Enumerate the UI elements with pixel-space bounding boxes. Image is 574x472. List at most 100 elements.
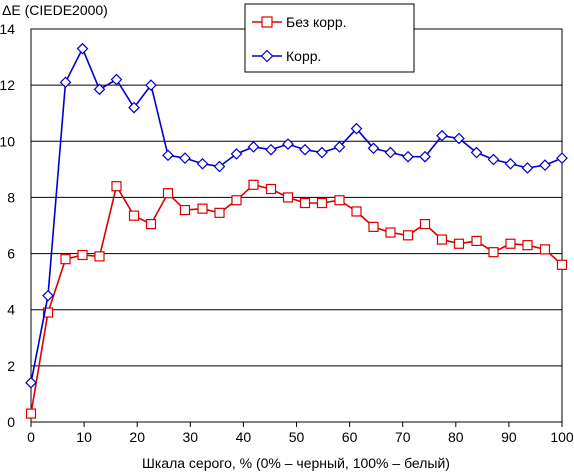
data-point-s0-28 [505, 238, 516, 249]
data-point-s1-6 [128, 101, 140, 114]
data-point-s1-26 [470, 146, 483, 159]
series-1 [25, 42, 568, 389]
data-point-s0-22 [402, 230, 414, 241]
data-point-s0-16 [299, 197, 311, 209]
data-point-s1-18 [333, 141, 346, 153]
legend-label-series-1: Корр. [286, 48, 321, 64]
y-tick-label-0: 0 [7, 414, 15, 430]
axis-ticks: 0 2 4 6 8 10 12 14 0 10 20 30 40 50 60 70 80 90 100 [0, 21, 574, 445]
data-point-s1-7 [145, 79, 157, 91]
data-point-s0-23 [419, 218, 431, 230]
legend-label-series-0: Без корр. [286, 14, 347, 30]
x-tick-label-10: 100 [550, 429, 574, 445]
data-point-s0-8 [162, 188, 174, 199]
y-tick-label-7: 14 [0, 21, 15, 37]
plot-frame [30, 28, 563, 423]
series-line-1 [30, 47, 563, 383]
y-tick-label-4: 8 [7, 189, 15, 205]
data-point-s1-23 [419, 150, 431, 163]
series-layer [25, 42, 568, 419]
data-point-s1-4 [93, 83, 106, 96]
legend-marker-series-1 [260, 49, 274, 63]
data-point-s1-27 [487, 153, 500, 166]
y-tick-label-2: 4 [7, 302, 15, 318]
data-point-s1-3 [76, 42, 89, 55]
data-point-s1-19 [350, 122, 363, 135]
data-point-s0-13 [248, 179, 259, 190]
data-point-s1-8 [162, 149, 174, 162]
legend: Без корр. Корр. [244, 3, 415, 73]
data-point-s0-31 [556, 259, 568, 270]
data-point-s1-17 [316, 146, 328, 159]
data-point-s1-1 [42, 289, 54, 302]
data-point-s0-15 [282, 192, 294, 203]
data-point-s1-2 [59, 76, 72, 89]
data-point-s1-20 [367, 142, 380, 155]
data-point-s1-11 [213, 160, 226, 173]
data-point-s0-20 [368, 221, 379, 233]
data-point-s0-0 [25, 408, 37, 419]
y-tick-label-3: 6 [7, 246, 15, 262]
data-point-s1-14 [265, 143, 277, 156]
y-tick-label-6: 12 [0, 77, 15, 93]
data-point-s1-28 [504, 157, 517, 170]
x-tick-label-9: 90 [501, 429, 517, 445]
x-tick-label-3: 30 [183, 429, 199, 445]
data-point-s0-17 [316, 197, 328, 209]
data-point-s0-14 [265, 183, 277, 195]
x-axis-label: Шкала серого, % (0% – черный, 100% – бел… [142, 455, 450, 471]
data-point-s0-24 [436, 234, 448, 245]
y-tick-label-1: 2 [7, 358, 15, 374]
data-point-s0-30 [539, 244, 551, 255]
data-point-s0-25 [453, 238, 465, 249]
data-point-s1-0 [25, 376, 37, 389]
data-point-s0-2 [60, 254, 71, 265]
data-point-s0-10 [197, 203, 208, 214]
data-point-s1-29 [521, 162, 534, 174]
data-point-s1-9 [179, 152, 191, 164]
data-point-s0-6 [128, 210, 140, 221]
legend-box [244, 3, 415, 73]
data-point-s1-15 [282, 138, 294, 150]
data-point-s1-16 [299, 143, 311, 156]
x-tick-label-2: 20 [129, 429, 145, 445]
grid [31, 84, 562, 367]
data-point-s0-21 [385, 227, 396, 238]
x-tick-label-4: 40 [236, 429, 252, 445]
data-point-s0-1 [42, 307, 54, 318]
data-point-s1-24 [436, 129, 448, 142]
data-point-s1-22 [402, 150, 414, 163]
data-point-s1-21 [384, 146, 397, 159]
data-point-s0-9 [179, 204, 191, 216]
x-tick-label-5: 50 [289, 429, 305, 445]
data-point-s0-4 [94, 251, 105, 262]
data-point-s0-3 [77, 249, 88, 261]
data-point-s1-30 [539, 159, 551, 171]
data-point-s0-27 [488, 247, 499, 258]
data-point-s0-18 [334, 195, 345, 206]
series-0 [25, 179, 568, 419]
data-point-s1-10 [196, 157, 209, 170]
data-point-s0-26 [471, 235, 482, 247]
legend-marker-series-0 [261, 16, 273, 28]
data-point-s1-5 [110, 73, 123, 86]
data-point-s0-5 [111, 181, 122, 192]
x-tick-label-0: 0 [27, 429, 35, 445]
data-point-s1-25 [453, 132, 465, 145]
data-point-s0-12 [231, 195, 242, 206]
y-tick-label-5: 10 [0, 133, 15, 149]
data-point-s0-11 [214, 207, 225, 218]
data-point-s1-12 [230, 148, 243, 160]
x-tick-label-7: 70 [395, 429, 411, 445]
y-axis-label: ΔE (CIEDE2000) [2, 2, 108, 18]
data-point-s0-29 [522, 240, 533, 251]
data-point-s0-19 [351, 206, 362, 217]
data-point-s1-31 [556, 152, 568, 164]
series-line-0 [30, 184, 563, 414]
x-tick-label-1: 10 [76, 429, 92, 445]
x-tick-label-6: 60 [342, 429, 358, 445]
data-point-s1-13 [247, 141, 260, 153]
x-tick-label-8: 80 [448, 429, 464, 445]
data-point-s0-7 [145, 218, 157, 230]
